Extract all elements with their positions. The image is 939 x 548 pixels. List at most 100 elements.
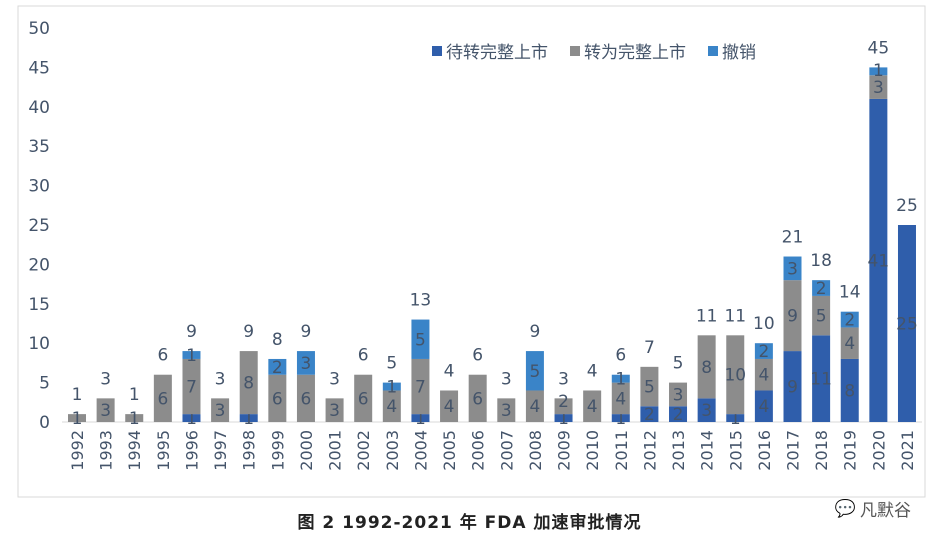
y-tick-label: 30 xyxy=(28,177,50,197)
figure-caption: 图 2 1992-2021 年 FDA 加速审批情况 xyxy=(297,513,642,533)
segment-label: 4 xyxy=(758,397,769,417)
total-label: 21 xyxy=(782,228,804,248)
segment-label: 9 xyxy=(787,307,798,327)
segment-label: 6 xyxy=(358,389,369,409)
bar-segment xyxy=(611,414,630,422)
segment-label: 3 xyxy=(100,401,111,421)
legend-swatch xyxy=(570,46,580,56)
x-tick-label: 1995 xyxy=(154,430,173,471)
segment-label: 6 xyxy=(272,389,283,409)
bar-segment xyxy=(182,414,201,422)
bar-segment xyxy=(840,358,859,422)
x-tick-label: 2000 xyxy=(297,430,316,471)
segment-label: 9 xyxy=(787,378,798,398)
segment-label: 1 xyxy=(730,409,741,429)
bar-segment xyxy=(239,351,258,415)
legend-swatch xyxy=(432,46,442,56)
total-label: 3 xyxy=(558,369,569,389)
total-label: 6 xyxy=(615,346,626,366)
bar-segment xyxy=(783,280,802,352)
bar-segment xyxy=(783,256,802,281)
x-tick-label: 2011 xyxy=(612,430,631,471)
wechat-icon: 💬 xyxy=(834,498,856,519)
total-label: 18 xyxy=(810,251,832,271)
y-tick-label: 10 xyxy=(28,334,50,354)
segment-label: 3 xyxy=(215,401,226,421)
x-tick-label: 2005 xyxy=(440,430,459,471)
bar-segment xyxy=(697,398,716,422)
y-tick-label: 5 xyxy=(39,374,50,394)
bar-segment xyxy=(783,351,802,422)
total-label: 3 xyxy=(329,369,340,389)
bar-segment xyxy=(268,358,287,375)
segment-label: 5 xyxy=(816,307,827,327)
bar-segment xyxy=(525,390,544,422)
bar-segment xyxy=(239,414,258,422)
segment-label: 4 xyxy=(615,389,626,409)
total-label: 7 xyxy=(644,338,655,358)
bar-segment xyxy=(554,398,573,415)
total-label: 1 xyxy=(72,385,83,405)
x-tick-label: 2009 xyxy=(555,430,574,471)
total-label: 8 xyxy=(272,330,283,350)
x-tick-label: 2017 xyxy=(784,430,803,471)
segment-label: 11 xyxy=(810,370,832,390)
segment-label: 8 xyxy=(243,374,254,394)
total-label: 11 xyxy=(724,306,746,326)
y-tick-label: 50 xyxy=(28,19,50,39)
total-label: 4 xyxy=(587,361,598,381)
bar-segment xyxy=(96,398,115,422)
segment-label: 4 xyxy=(758,366,769,386)
bar-segment xyxy=(554,414,573,422)
segment-label: 3 xyxy=(673,385,684,405)
total-label: 3 xyxy=(100,369,111,389)
total-label: 10 xyxy=(753,314,775,334)
segment-label: 3 xyxy=(873,78,884,98)
x-tick-label: 1992 xyxy=(68,430,87,471)
segment-label: 1 xyxy=(558,409,569,429)
segment-label: 8 xyxy=(701,358,712,378)
segment-label: 4 xyxy=(444,397,455,417)
x-tick-label: 1993 xyxy=(97,430,116,471)
x-tick-label: 2010 xyxy=(583,430,602,471)
segment-label: 2 xyxy=(816,279,827,299)
segment-label: 1 xyxy=(615,409,626,429)
bar-segment xyxy=(182,358,201,415)
segment-label: 1 xyxy=(615,370,626,390)
bar-segment xyxy=(296,374,315,422)
total-label: 6 xyxy=(358,346,369,366)
bar-segment xyxy=(440,390,459,422)
segment-label: 1 xyxy=(129,409,140,429)
bar-segment xyxy=(869,67,888,76)
chart-border xyxy=(17,5,926,498)
bar-segment xyxy=(812,335,831,422)
bar-segment xyxy=(840,311,859,328)
segment-label: 3 xyxy=(701,401,712,421)
watermark-text: 凡默谷 xyxy=(860,501,911,521)
bar-segment xyxy=(382,390,401,422)
segment-label: 2 xyxy=(558,392,569,412)
segment-label: 3 xyxy=(501,401,512,421)
bar-segment xyxy=(669,382,688,407)
bar-segment xyxy=(754,343,773,359)
segment-label: 2 xyxy=(673,405,684,425)
total-label: 9 xyxy=(243,322,254,342)
segment-label: 5 xyxy=(644,378,655,398)
bar-segment xyxy=(182,351,201,359)
bar-segment xyxy=(211,398,230,422)
x-tick-label: 2016 xyxy=(755,430,774,471)
x-tick-label: 2006 xyxy=(469,430,488,471)
x-tick-label: 2012 xyxy=(640,430,659,471)
total-label: 4 xyxy=(444,361,455,381)
segment-label: 4 xyxy=(386,397,397,417)
bar-segment xyxy=(411,319,430,359)
y-tick-label: 15 xyxy=(28,295,50,315)
segment-label: 1 xyxy=(415,409,426,429)
segment-label: 6 xyxy=(157,389,168,409)
bar-segment xyxy=(697,335,716,399)
bar-segment xyxy=(325,398,344,422)
bar-segment xyxy=(869,98,888,423)
x-tick-label: 2015 xyxy=(726,430,745,471)
x-tick-label: 2003 xyxy=(383,430,402,471)
